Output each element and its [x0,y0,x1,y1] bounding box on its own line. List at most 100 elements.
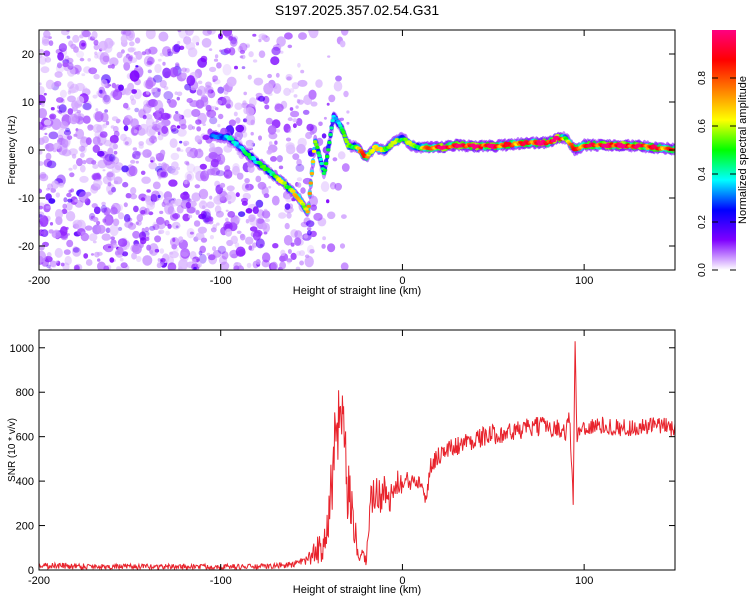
spectrogram-noise-blob [167,48,171,54]
spectrogram-noise-blob [111,82,117,89]
spectrogram-noise-blob [286,76,292,81]
spectrogram-noise-blob [54,80,62,87]
spectrogram-noise-blob [150,160,154,163]
spectrogram-noise-blob [278,212,287,219]
spectrogram-noise-blob [297,137,307,148]
spectrogram-noise-blob [39,150,43,155]
spectrogram-noise-blob [155,119,159,123]
spectrogram-noise-blob [272,83,282,94]
spectrogram-noise-blob [209,235,214,240]
spectrogram-noise-blob [261,34,267,41]
spectrogram-noise-blob [73,264,80,270]
spectrogram-noise-blob [39,246,44,251]
spectrogram-noise-blob [331,185,335,189]
snr-frame [38,329,676,571]
spectrogram-y-tick-labels: 20 10 0 -10 -20 [18,49,34,253]
spectrogram-noise-blob [296,182,302,188]
spectrogram-ridge-mark [282,181,287,185]
spectrogram-noise-blob [129,193,138,200]
spectrogram-noise-blob [279,261,286,270]
spectrogram-noise-blob [39,173,49,182]
spectrogram-noise-blob [215,170,225,177]
spectrogram-noise-blob [130,159,136,164]
spectrogram-noise-blob [146,244,152,251]
spectrogram-noise-blob [101,233,111,241]
spectrogram-noise-blob [87,58,91,62]
spectrogram-noise-blob [250,131,254,136]
spectrogram-noise-blob [68,167,73,171]
spectrogram-noise-blob [274,140,278,145]
spectrogram-noise-blob [284,32,293,40]
spectrogram-noise-blob [164,196,174,207]
spectrogram-noise-blob [100,204,107,213]
spectrogram-noise-blob [94,54,99,59]
spectrogram-noise-blob [151,87,157,93]
spectrogram-noise-blob [327,243,336,253]
spectrogram-noise-blob [202,134,210,140]
spectrogram-noise-blob [248,214,256,223]
spectrogram-noise-blob [256,217,265,224]
snr-x-axis-label: Height of straight line (km) [293,584,421,596]
spectrogram-noise-blob [287,44,293,49]
spectrogram-noise-blob [177,40,181,45]
spectrogram-noise-blob [169,237,180,247]
spectrogram-noise-blob [110,125,115,129]
spectrogram-noise-blob [46,160,57,169]
spectrogram-noise-blob [130,187,137,195]
spectrogram-noise-blob [66,239,74,248]
spectrogram-noise-blob [79,57,85,62]
spectrogram-noise-blob [171,128,179,134]
spectrogram-noise-blob [262,222,270,233]
spectrogram-noise-blob [46,252,52,258]
spectrogram-ridge-mark [234,141,239,145]
spectrogram-noise-blob [56,62,63,69]
spectrogram-noise-blob [103,210,109,216]
spectrogram-ridge-mark [569,142,574,147]
spectrogram-noise-blob [262,252,271,263]
spectrogram-noise-blob [145,137,155,146]
spectrogram-noise-blob [185,201,192,209]
spectrogram-ridge-layer [209,111,675,218]
spectrogram-noise-blob [117,212,125,220]
spectrogram-noise-blob [241,200,248,206]
spectrogram-noise-blob [186,75,196,86]
spectrogram-noise-blob [215,210,224,218]
spectrogram-noise-blob [242,100,247,106]
spectrogram-noise-blob [147,56,155,65]
spectrogram-noise-blob [49,113,57,120]
spectrogram-noise-blob [191,192,201,202]
spectrogram-noise-blob [154,248,160,253]
spectrogram-noise-blob [239,55,244,59]
spectrogram-noise-blob [164,202,174,215]
spectrogram-noise-blob [290,229,299,238]
snr-y-axis-label: SNR (10 * v/v) [7,418,18,482]
spectrogram-noise-blob [142,255,153,266]
spectrogram-noise-blob [161,201,166,207]
spectrogram-noise-blob [141,176,151,184]
spectrogram-noise-blob [123,87,132,96]
spectrogram-noise-blob [276,155,283,163]
spectrogram-noise-blob [164,114,170,119]
spectrogram-noise-blob [74,199,79,203]
spectrogram-noise-blob [160,171,168,178]
spectrogram-noise-blob [163,86,169,90]
spectrogram-noise-blob [278,165,284,170]
snr-x-tick-label: 100 [575,575,593,587]
spectrogram-ridge-mark [342,134,347,138]
spectrogram-noise-blob [263,208,268,213]
spectrogram-noise-blob [183,180,188,185]
spectrogram-ridge-mark [307,191,312,196]
spectrogram-noise-blob [158,117,162,121]
spectrogram-noise-blob [129,41,135,47]
spectrogram-noise-blob [258,38,262,43]
spectrogram-noise-blob [110,207,118,215]
spectrogram-noise-blob [341,163,350,172]
spectrogram-noise-blob [158,163,162,166]
spectrogram-noise-blob [233,111,238,117]
spectrogram-x-tick-label: 100 [575,275,593,287]
spectrogram-noise-blob [58,110,63,114]
spectrogram-noise-blob [252,59,258,63]
spectrogram-noise-blob [208,152,218,160]
spectrogram-ridge-mark [356,146,361,150]
spectrogram-ridge-mark [313,140,318,144]
